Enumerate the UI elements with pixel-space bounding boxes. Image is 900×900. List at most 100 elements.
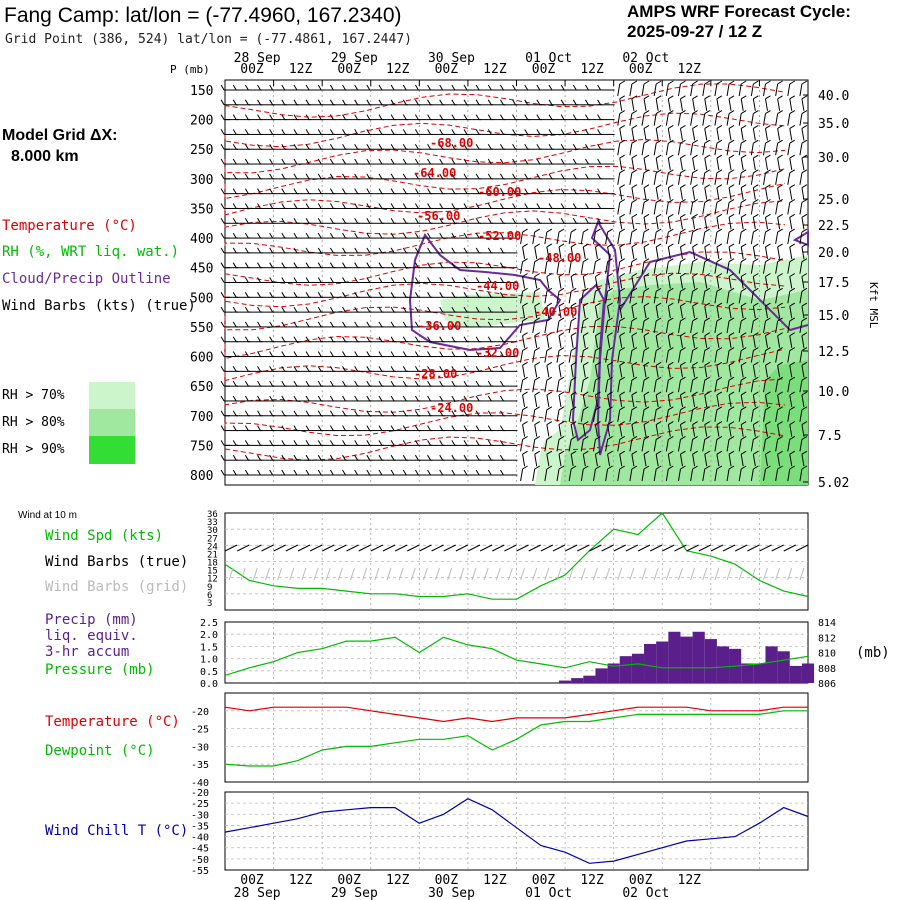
wind-chill-tick-label: -25 xyxy=(191,799,209,810)
wind-barb xyxy=(558,406,565,411)
wind-barb xyxy=(594,306,598,319)
wind-barb xyxy=(342,84,346,91)
wind-barb xyxy=(244,351,249,357)
wind-barb xyxy=(583,332,589,337)
wind-barb xyxy=(220,440,225,446)
wind-barb xyxy=(534,258,540,263)
wind-barb xyxy=(680,228,686,233)
wind-barb xyxy=(801,169,808,174)
pressure-tick-label: 250 xyxy=(190,143,213,158)
pressure-axis-label: P (mb) xyxy=(170,63,210,76)
wind-barb xyxy=(546,406,553,411)
wind-barb xyxy=(631,335,635,348)
wind-barb xyxy=(293,247,298,254)
wind-barb xyxy=(629,261,633,274)
wind-barb xyxy=(439,232,444,239)
wind-barb xyxy=(680,243,686,248)
wind-barb xyxy=(740,98,744,111)
precip-bar xyxy=(668,631,681,683)
wind-barb xyxy=(536,99,541,106)
wind-barb xyxy=(329,262,334,268)
wind-tick-label: 18 xyxy=(207,559,218,569)
wind-barb xyxy=(366,143,371,150)
wind-barb xyxy=(690,350,694,363)
wind-barb xyxy=(753,406,759,411)
wind-barb xyxy=(597,114,602,120)
wind-barb xyxy=(487,158,492,165)
wind-barb xyxy=(305,366,310,372)
pressure-tick-label: 350 xyxy=(190,202,213,217)
wind-barb xyxy=(427,203,431,209)
wind-barb xyxy=(544,320,548,334)
wind-barb xyxy=(281,143,286,150)
wind-barb xyxy=(402,129,407,135)
wind-barb xyxy=(679,98,683,111)
wind-barb xyxy=(534,365,538,378)
wind-barb xyxy=(740,394,744,408)
wind-barb xyxy=(619,199,625,203)
wind-barb xyxy=(665,439,669,452)
wind-barb xyxy=(631,391,638,396)
wind-barb xyxy=(617,172,621,185)
wind-barb xyxy=(764,276,768,289)
wind-barb xyxy=(704,435,711,440)
wind-barb xyxy=(619,465,625,470)
wind-barb xyxy=(619,306,623,319)
temperature-contour-label: -56.00 xyxy=(417,209,460,223)
wind-barb-grid xyxy=(495,567,501,581)
wind-barb xyxy=(475,292,480,298)
wind-barb xyxy=(702,143,706,156)
wind-barb xyxy=(342,129,346,135)
wind-barb xyxy=(692,306,696,319)
wind-barb xyxy=(536,173,541,180)
precip-bar xyxy=(631,653,645,683)
wind-barb xyxy=(342,173,346,180)
wind-barb xyxy=(499,218,504,224)
wind-barb xyxy=(728,361,735,366)
wind-barb xyxy=(728,365,732,378)
wind-barb xyxy=(244,292,249,298)
wind-barb xyxy=(293,395,298,402)
wind-barb xyxy=(451,306,456,313)
precip-bar xyxy=(607,663,620,683)
wind-barb xyxy=(475,395,480,402)
wind-barb xyxy=(558,276,562,289)
precip-tick-label: 2.0 xyxy=(200,630,218,641)
wind-barb xyxy=(704,347,711,351)
wind-barb xyxy=(765,302,771,307)
wind-barb xyxy=(702,291,706,304)
wind-barb xyxy=(777,80,783,85)
wind-barb xyxy=(643,435,650,440)
wind-barb xyxy=(293,158,298,165)
wind-barb xyxy=(801,306,805,319)
wind-barb xyxy=(753,332,759,337)
wind-barb xyxy=(607,273,613,277)
wind-barb xyxy=(655,124,662,129)
wind-barb xyxy=(366,129,371,135)
wind-barb xyxy=(777,273,783,277)
wind-barb xyxy=(607,246,611,259)
wind-barb-grid xyxy=(641,567,647,581)
wind-barb-true xyxy=(747,544,760,552)
temperature-contour xyxy=(224,83,786,118)
wind-barb xyxy=(451,321,456,328)
wind-barb xyxy=(439,203,444,209)
wind-barb xyxy=(643,465,650,470)
wind-barb xyxy=(740,246,744,259)
wind-barb xyxy=(765,421,771,426)
wind-barb xyxy=(305,410,310,417)
wind-barb xyxy=(740,124,747,129)
wind-barb xyxy=(329,321,334,328)
wind-barb xyxy=(536,129,541,135)
wind-barb xyxy=(281,158,286,165)
rh-80-label: RH > 80% xyxy=(2,415,65,430)
wind-barb xyxy=(439,218,444,224)
wind-barb xyxy=(789,317,796,322)
wind-10m-label: Wind at 10 m xyxy=(18,510,77,521)
wind-barb xyxy=(244,84,249,91)
wind-barb xyxy=(665,380,669,393)
wind-barb xyxy=(641,380,645,393)
wind-barb xyxy=(257,143,261,150)
wind-barb xyxy=(378,410,383,417)
wind-barb-true xyxy=(407,544,420,552)
